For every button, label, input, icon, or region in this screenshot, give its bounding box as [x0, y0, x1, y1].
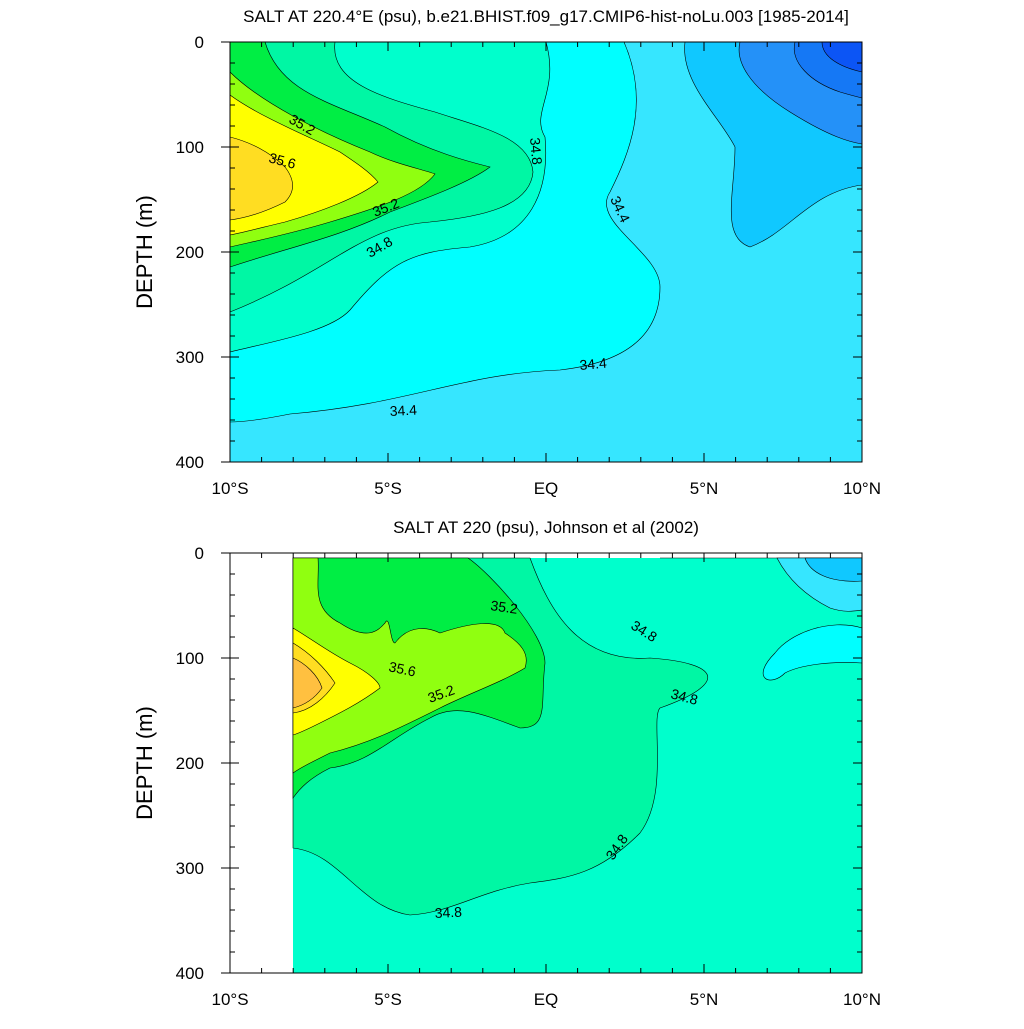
x-tick-label: 5°S — [374, 990, 402, 1009]
y-tick-label: 100 — [176, 138, 204, 157]
contour-label: 34.4 — [389, 402, 417, 419]
x-tick-label: EQ — [534, 990, 559, 1009]
chart-title: SALT AT 220.4°E (psu), b.e21.BHIST.f09_g… — [243, 7, 849, 26]
axis-ticks: 10°S 5°S EQ 5°N 10°N 0 100 200 300 400 — [176, 544, 881, 1009]
contour-label: 34.8 — [669, 685, 700, 708]
contour-label: 35.6 — [267, 149, 298, 172]
plot-area: 35.2 35.6 35.2 34.8 34.8 34.4 34.4 34.4 … — [132, 33, 881, 498]
y-tick-label: 200 — [176, 243, 204, 262]
fill-gold — [229, 136, 293, 221]
x-tick-label: 10°S — [211, 479, 248, 498]
axis-ticks: 10°S 5°S EQ 5°N 10°N 0 100 200 300 400 — [176, 33, 881, 498]
y-axis-label: DEPTH (m) — [132, 195, 157, 309]
plot-area: 35.2 35.6 35.2 34.8 34.8 34.8 34.8 10°S 5… — [132, 544, 881, 1009]
contour-label: 34.4 — [579, 355, 608, 373]
x-tick-label: 5°S — [374, 479, 402, 498]
y-tick-label: 400 — [176, 453, 204, 472]
fill-yellow — [292, 627, 381, 736]
fill-lime — [292, 557, 527, 774]
chart-observed: SALT AT 220 (psu), Johnson et al (2002) … — [132, 518, 881, 1009]
y-tick-label: 300 — [176, 859, 204, 878]
fill-orange — [292, 657, 323, 709]
y-tick-label: 400 — [176, 964, 204, 983]
y-axis-label: DEPTH (m) — [132, 706, 157, 820]
y-tick-label: 200 — [176, 754, 204, 773]
contour-label: 35.2 — [490, 597, 519, 617]
contour-label: 34.8 — [434, 904, 462, 921]
x-tick-label: 10°N — [843, 990, 881, 1009]
x-tick-label: 5°N — [690, 990, 719, 1009]
chart-title: SALT AT 220 (psu), Johnson et al (2002) — [393, 518, 699, 537]
fill-cyan — [660, 557, 863, 681]
contour-label: 35.6 — [387, 658, 417, 679]
y-tick-label: 100 — [176, 649, 204, 668]
contour-fills — [292, 557, 863, 973]
y-tick-label: 0 — [195, 33, 204, 52]
x-tick-label: 10°N — [843, 479, 881, 498]
x-tick-label: 5°N — [690, 479, 719, 498]
y-tick-label: 0 — [195, 544, 204, 563]
chart-model: SALT AT 220.4°E (psu), b.e21.BHIST.f09_g… — [132, 7, 881, 498]
contour-fills — [229, 41, 863, 462]
y-tick-label: 300 — [176, 348, 204, 367]
contour-label: 34.8 — [527, 137, 545, 166]
x-tick-label: 10°S — [211, 990, 248, 1009]
x-tick-label: EQ — [534, 479, 559, 498]
